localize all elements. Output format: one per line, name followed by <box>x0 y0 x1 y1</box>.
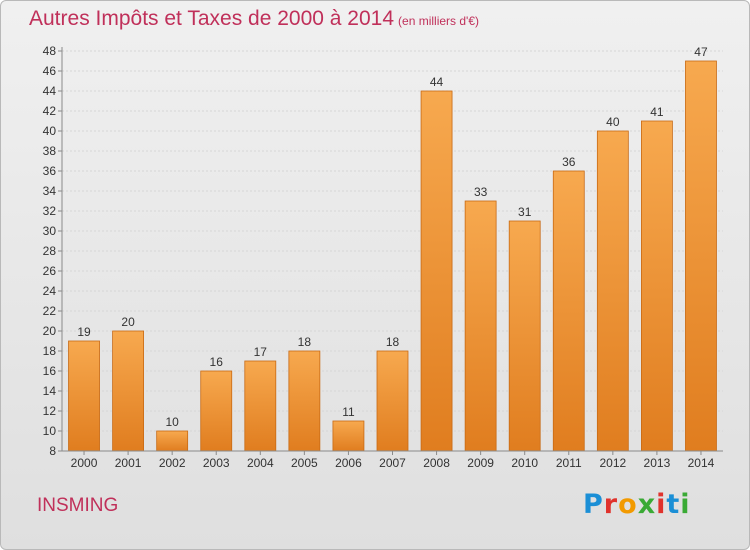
y-tick-label: 14 <box>43 384 57 398</box>
data-label: 10 <box>165 415 179 429</box>
bar <box>508 220 541 452</box>
proxiti-logo: Proxiti <box>583 489 691 520</box>
data-label: 18 <box>298 335 312 349</box>
chart-title: Autres Impôts et Taxes de 2000 à 2014 (en… <box>29 7 479 31</box>
chart-title-text: Autres Impôts et Taxes de 2000 à 2014 <box>29 7 395 30</box>
bar <box>552 170 585 452</box>
y-tick-label: 48 <box>43 44 57 58</box>
bar <box>156 430 189 452</box>
y-tick-label: 30 <box>43 224 57 238</box>
y-tick-label: 18 <box>43 344 57 358</box>
y-tick-label: 42 <box>43 104 57 118</box>
bars <box>68 60 717 452</box>
logo-letter: P <box>583 489 604 520</box>
y-tick-label: 8 <box>49 444 56 458</box>
bar <box>332 420 365 452</box>
x-tick-label: 2003 <box>203 456 230 470</box>
y-tick-label: 16 <box>43 364 57 378</box>
x-tick-label: 2005 <box>291 456 318 470</box>
data-label: 18 <box>386 335 400 349</box>
x-tick-label: 2008 <box>423 456 450 470</box>
y-tick-label: 22 <box>43 304 57 318</box>
data-label: 40 <box>606 115 620 129</box>
data-label: 31 <box>518 205 532 219</box>
y-tick-label: 32 <box>43 204 57 218</box>
bar <box>200 370 233 452</box>
bar <box>288 350 321 452</box>
logo-letter: o <box>618 489 638 520</box>
x-tick-label: 2014 <box>688 456 715 470</box>
logo-letter: i <box>656 489 667 520</box>
x-tick-label: 2012 <box>599 456 626 470</box>
data-label: 11 <box>342 405 355 419</box>
x-tick-label: 2001 <box>115 456 142 470</box>
data-label: 19 <box>77 325 91 339</box>
chart-title-unit: (en milliers d'€) <box>398 14 480 28</box>
logo-letter: x <box>637 489 657 520</box>
bar <box>685 60 717 452</box>
y-tick-label: 44 <box>43 84 57 98</box>
x-tick-label: 2007 <box>379 456 406 470</box>
y-tick-label: 12 <box>43 404 57 418</box>
y-tick-label: 40 <box>43 124 57 138</box>
bar <box>596 130 629 452</box>
bar <box>420 90 453 452</box>
y-tick-label: 34 <box>43 184 57 198</box>
y-tick-label: 26 <box>43 264 57 278</box>
logo-letter: r <box>603 489 619 520</box>
data-label: 20 <box>121 315 135 329</box>
bar <box>112 330 144 452</box>
data-label: 17 <box>254 345 268 359</box>
data-label: 16 <box>210 355 224 369</box>
data-labels: 19 20 10 16 17 18 11 18 44 33 31 36 40 41 47 <box>77 45 708 429</box>
data-label: 47 <box>694 45 708 59</box>
bar <box>68 340 100 452</box>
x-tick-label: 2000 <box>71 456 98 470</box>
x-tick-label: 2010 <box>511 456 538 470</box>
logo-letter: i <box>680 489 691 520</box>
commune-name: INSMING <box>37 495 119 516</box>
bar <box>464 200 497 452</box>
y-tick-label: 28 <box>43 244 57 258</box>
y-tick-label: 10 <box>43 424 57 438</box>
axes: 8 10 12 14 16 18 20 22 24 26 28 30 32 34 36 38 40 42 44 46 4… <box>43 44 723 470</box>
y-tick-label: 20 <box>43 324 57 338</box>
x-tick-label: 2004 <box>247 456 274 470</box>
y-tick-label: 46 <box>43 64 57 78</box>
bar <box>244 360 277 452</box>
y-tick-label: 36 <box>43 164 57 178</box>
x-tick-label: 2006 <box>335 456 362 470</box>
data-label: 44 <box>430 75 444 89</box>
x-tick-label: 2002 <box>159 456 186 470</box>
bar <box>641 120 673 452</box>
data-label: 36 <box>562 155 576 169</box>
data-label: 33 <box>474 185 488 199</box>
y-tick-label: 24 <box>43 284 57 298</box>
x-tick-label: 2009 <box>467 456 494 470</box>
x-tick-label: 2011 <box>556 456 582 470</box>
y-tick-label: 38 <box>43 144 57 158</box>
logo-letter: t <box>666 489 681 520</box>
data-label: 41 <box>650 105 664 119</box>
x-tick-label: 2013 <box>644 456 671 470</box>
bar <box>376 350 409 452</box>
